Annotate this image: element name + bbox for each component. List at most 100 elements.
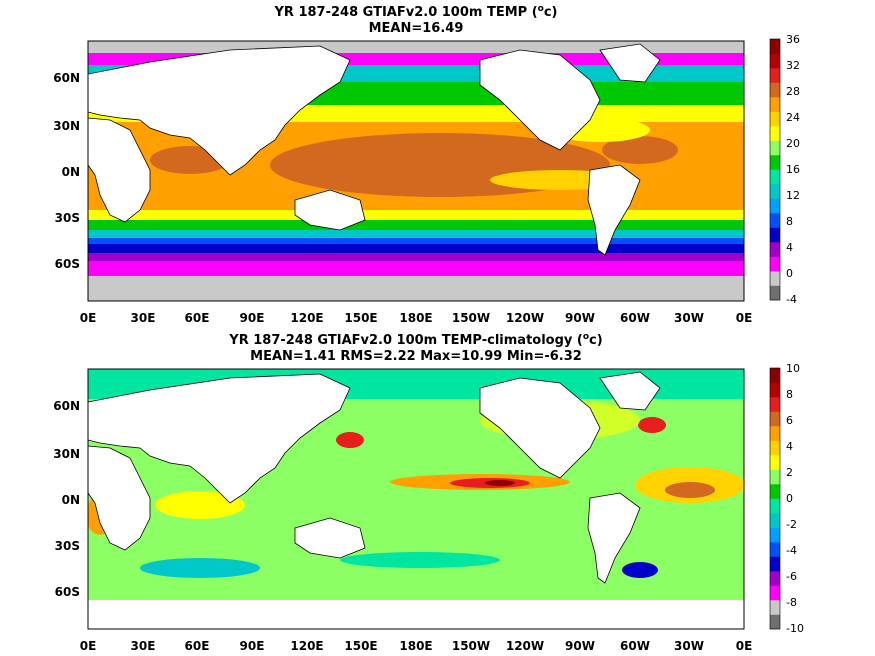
panel-2-title: YR 187-248 GTIAFv2.0 100m TEMP-climatolo… [228,332,602,348]
lon-label: 30E [131,639,156,653]
colorbar-label: 4 [786,241,793,254]
lat-label: 60S [55,585,80,599]
lon-label: 30W [674,311,704,325]
panel-2-map-field [88,369,744,629]
lon-label: 30W [674,639,704,653]
lon-label: 90E [240,311,265,325]
colorbar-swatch [770,227,780,243]
lon-label: 120W [506,311,544,325]
lon-label: 60E [185,311,210,325]
panel-temperature: YR 187-248 GTIAFv2.0 100m TEMP (oc) MEAN… [53,4,800,325]
lat-label: 30N [53,447,80,461]
panel-1-map-field [88,41,744,301]
lon-label: 120E [290,639,323,653]
colorbar-swatch [770,542,780,557]
colorbar-label: 6 [786,414,793,427]
colorbar-swatch [770,585,780,601]
lat-label: 60N [53,399,80,413]
lon-label: 0E [80,311,97,325]
colorbar-label: 12 [786,189,800,202]
colorbar-label: 10 [786,362,800,375]
panel-2-subtitle: MEAN=1.41 RMS=2.22 Max=10.99 Min=-6.32 [250,349,582,364]
lon-label: 180E [399,311,432,325]
colorbar-swatch [770,256,780,272]
colorbar-swatch [770,411,780,427]
lon-label: 150W [452,639,490,653]
lon-label: 60W [620,639,650,653]
colorbar-swatch [770,556,780,572]
lon-label: 0E [736,311,753,325]
panel-2-colorbar-labels: 10 8 6 4 2 0 -2 -4 -6 -8 -10 [786,362,804,635]
lon-label: 0E [80,639,97,653]
lat-label: 30S [55,211,80,225]
colorbar-swatch [770,271,780,286]
lon-label: 60E [185,639,210,653]
colorbar-swatch [770,39,780,54]
colorbar-swatch [770,169,780,185]
colorbar-swatch [770,455,780,470]
lon-label: 90W [565,311,595,325]
panel-1-colorbar-labels: 36 32 28 24 20 16 12 8 4 0 -4 [786,33,800,306]
colorbar-label: 4 [786,440,793,453]
colorbar-swatch [770,285,780,301]
colorbar-swatch [770,382,780,398]
colorbar-swatch [770,68,780,83]
colorbar-swatch [770,614,780,630]
panel-1-frame [87,40,745,302]
colorbar-frame [769,38,781,301]
lon-label: 30E [131,311,156,325]
colorbar-label: 8 [786,388,793,401]
lat-label: 0N [62,165,80,179]
colorbar-swatch [770,571,780,586]
colorbar-swatch [770,397,780,412]
colorbar-label: 20 [786,137,800,150]
colorbar-label: 32 [786,59,800,72]
colorbar-swatch [770,198,780,214]
colorbar-swatch [770,440,780,456]
lon-label: 180E [399,639,432,653]
panel-2-colorbar [769,367,781,630]
colorbar-label: -4 [786,293,797,306]
colorbar-swatch [770,126,780,141]
colorbar-swatch [770,600,780,615]
lon-label: 150E [344,639,377,653]
colorbar-swatch [770,213,780,228]
panel-1-lon-axis: 0E 30E 60E 90E 120E 150E 180E 150W 120W … [80,311,753,325]
colorbar-swatch [770,498,780,514]
lat-label: 30N [53,119,80,133]
colorbar-label: 2 [786,466,793,479]
colorbar-swatch [770,82,780,98]
colorbar-swatch [770,513,780,528]
lon-label: 90E [240,639,265,653]
colorbar-label: -4 [786,544,797,557]
panel-1-lat-axis: 60N 30N 0N 30S 60S [53,71,80,271]
panel-1-colorbar [769,38,781,301]
colorbar-label: -6 [786,570,797,583]
colorbar-swatch [770,140,780,156]
panel-1-subtitle: MEAN=16.49 [369,21,464,36]
lat-label: 30S [55,539,80,553]
colorbar-swatch [770,53,780,69]
colorbar-swatch [770,155,780,170]
colorbar-swatch [770,368,780,383]
colorbar-swatch [770,242,780,257]
panel-2-lat-axis: 60N 30N 0N 30S 60S [53,399,80,599]
panel-2-lon-axis: 0E 30E 60E 90E 120E 150E 180E 150W 120W … [80,639,753,653]
colorbar-label: -10 [786,622,804,635]
colorbar-swatch [770,111,780,127]
panel-temperature-anomaly: YR 187-248 GTIAFv2.0 100m TEMP-climatolo… [53,332,804,653]
lon-label: 60W [620,311,650,325]
lat-label: 60S [55,257,80,271]
colorbar-label: 8 [786,215,793,228]
lon-label: 150W [452,311,490,325]
colorbar-frame [769,367,781,630]
colorbar-label: 36 [786,33,800,46]
colorbar-swatch [770,426,780,441]
lon-label: 0E [736,639,753,653]
colorbar-swatch [770,469,780,485]
colorbar-label: 24 [786,111,800,124]
colorbar-label: 0 [786,492,793,505]
colorbar-label: 0 [786,267,793,280]
lat-label: 0N [62,493,80,507]
